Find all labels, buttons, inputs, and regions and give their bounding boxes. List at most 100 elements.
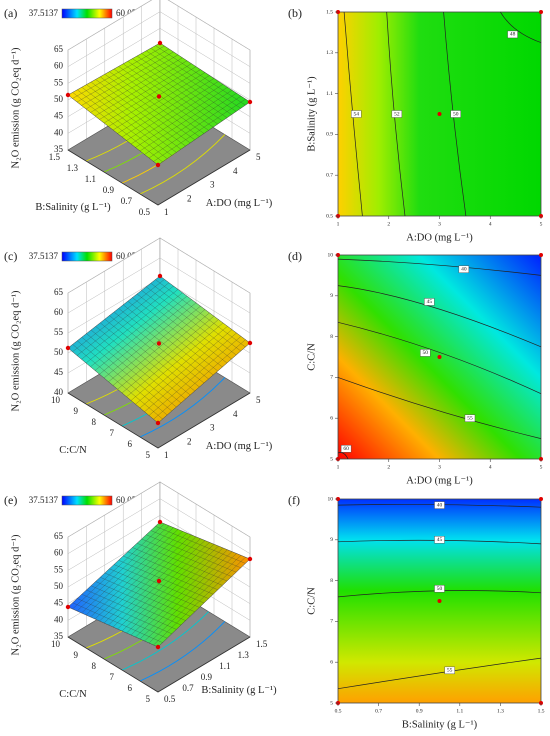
contour-label-box: [420, 349, 431, 357]
x-tick-label: 0.7: [375, 708, 382, 714]
surface-mesh: [126, 81, 219, 141]
surface-mesh: [135, 549, 228, 638]
design-point: [437, 355, 442, 359]
surface-mesh: [126, 545, 219, 634]
y-axis-label: B:Salinity (g L⁻¹): [306, 76, 317, 152]
surface-mesh: [141, 290, 232, 360]
design-point: [539, 497, 543, 501]
design-point: [247, 340, 253, 346]
design-point: [437, 112, 442, 116]
floor-contour: [139, 621, 226, 682]
z-tick-label: 60: [54, 307, 64, 317]
contour-line: [337, 285, 542, 348]
y-tick-label: 8: [92, 417, 97, 427]
design-point: [155, 644, 161, 650]
surface-mesh: [153, 98, 246, 162]
y-axis-label: C:C/N: [59, 445, 87, 456]
contour-line: [500, 11, 542, 43]
x-tick-label: 1: [337, 464, 340, 470]
surface-mesh: [127, 551, 218, 590]
contour-line: [337, 377, 542, 439]
y-tick-label: 10: [51, 395, 61, 405]
surface-mesh: [118, 308, 209, 380]
y-tick-label: 8: [330, 578, 333, 584]
contour-label: 45: [427, 299, 433, 305]
y-axis-label: B:Salinity (g L⁻¹): [35, 202, 111, 213]
surface-mesh: [113, 564, 205, 604]
surface-mesh: [123, 555, 214, 595]
x-tick-label: 3: [210, 180, 215, 190]
x-tick-label: 5: [540, 464, 543, 470]
contour-label: 55: [467, 415, 473, 421]
colorbar: [61, 495, 113, 506]
design-point: [156, 341, 162, 346]
y-tick-label: 0.5: [326, 213, 333, 219]
x-tick-label: 1.5: [256, 639, 268, 649]
x-tick-label: 3: [210, 423, 215, 433]
surface-mesh: [135, 87, 228, 148]
panel-label: (e): [4, 493, 17, 507]
x-tick-label: 3: [438, 221, 441, 227]
surface-mesh: [136, 543, 228, 582]
contour-label-box: [391, 110, 403, 118]
x-axis-label: A:DO (mg L⁻¹): [206, 198, 273, 209]
design-point: [156, 578, 162, 584]
contour-label: 50: [423, 350, 429, 356]
surface-mesh: [144, 553, 237, 642]
surface-mesh: [123, 63, 214, 128]
x-tick-label: 1.1: [456, 708, 463, 714]
surface-mesh: [135, 326, 228, 405]
colorbar-max: 60.056: [116, 8, 141, 18]
z-axis-label: N₂O emission (g CO₂eq d⁻¹): [10, 534, 21, 656]
contour-label: 50: [437, 586, 443, 592]
design-point: [65, 604, 71, 610]
x-axis-label: B:Salinity (g L⁻¹): [201, 685, 277, 696]
panel-label: (b): [288, 6, 302, 20]
y-tick-label: 9: [74, 406, 79, 416]
surface-mesh: [148, 95, 242, 159]
x-tick-label: 1: [164, 450, 169, 460]
panel-label: (c): [4, 249, 17, 263]
colorbar: [61, 8, 113, 19]
contour-label-box: [464, 414, 476, 422]
z-tick-label: 50: [54, 581, 64, 591]
surface-mesh: [155, 45, 246, 106]
x-tick-label: 1.5: [538, 708, 545, 714]
y-tick-label: 0.9: [326, 132, 333, 138]
surface-mesh: [153, 339, 246, 420]
surface-mesh: [155, 526, 246, 564]
surface-mesh: [121, 78, 215, 138]
contour-label-box: [444, 666, 455, 675]
y-tick-label: 7: [330, 619, 333, 625]
design-point: [539, 10, 543, 14]
contour-label-box: [434, 536, 445, 544]
contour-label: 60: [343, 446, 349, 452]
x-tick-label: 1: [337, 221, 340, 227]
x-tick-label: 4: [233, 409, 238, 419]
x-tick-label: 0.9: [201, 672, 213, 682]
design-point: [155, 162, 161, 168]
surface-mesh: [144, 93, 237, 155]
surface-mesh: [146, 534, 237, 573]
x-axis-label: A:DO (mg L⁻¹): [406, 475, 473, 486]
surface-mesh: [126, 319, 219, 397]
floor-contour: [121, 611, 209, 671]
y-tick-label: 0.5: [139, 207, 151, 217]
x-tick-label: 0.5: [335, 708, 342, 714]
z-tick-label: 45: [54, 111, 64, 121]
y-tick-label: 5: [146, 694, 151, 704]
surface-mesh: [155, 279, 246, 348]
y-axis-label: C:C/N: [59, 689, 87, 700]
z-tick-label: 55: [54, 564, 64, 574]
contour-label: 40: [461, 267, 467, 273]
z-tick-label: 35: [54, 631, 64, 641]
x-tick-label: 2: [387, 221, 390, 227]
contour-label-box: [450, 110, 461, 118]
surface-mesh: [136, 55, 228, 118]
surface-mesh: [130, 547, 224, 636]
floor-contour: [139, 377, 226, 438]
y-tick-label: 10: [328, 496, 334, 502]
x-tick-label: 0.5: [164, 694, 176, 704]
z-grid: [67, 481, 251, 538]
